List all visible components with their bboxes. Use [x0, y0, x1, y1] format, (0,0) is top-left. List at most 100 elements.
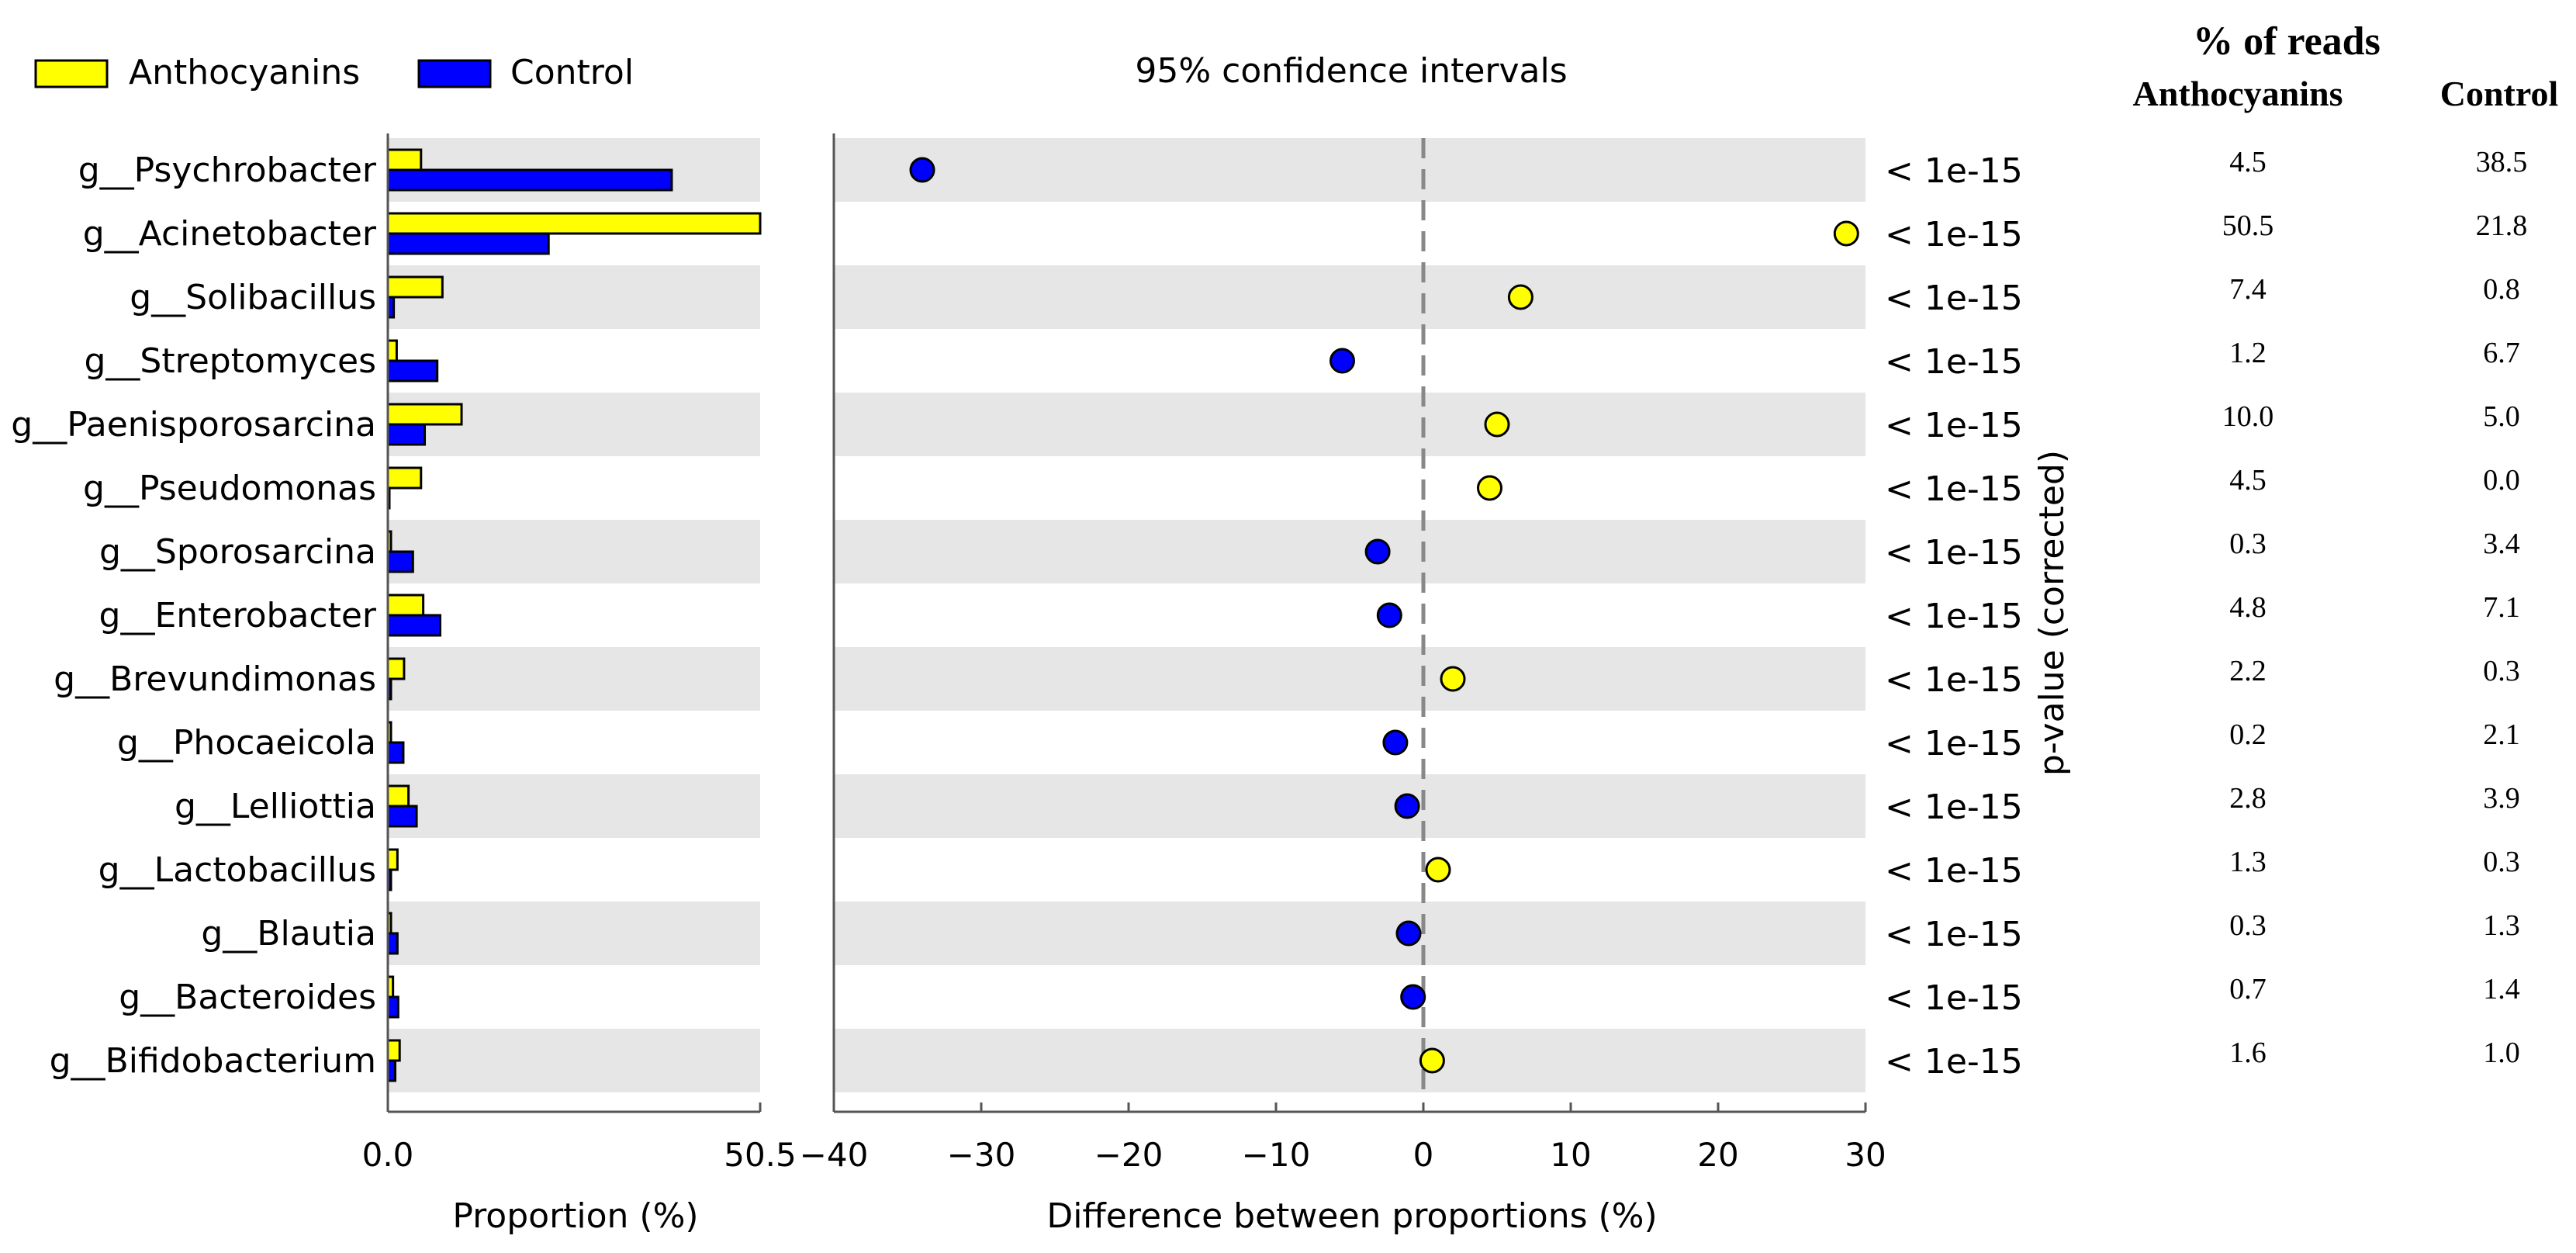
legend-swatch-anthocyanins — [34, 59, 109, 88]
genus-label: g__Lactobacillus — [99, 850, 376, 890]
reads-value-control: 3.4 — [2483, 528, 2520, 560]
reads-value-anthocyanins: 2.2 — [2229, 655, 2267, 687]
bar-anthocyanins — [386, 275, 444, 299]
axes: 0.0 50.5 −40 −30 −20 −10 0 10 20 30 — [362, 133, 1886, 1174]
difference-tick-label: −30 — [947, 1136, 1016, 1174]
p-value-label: < 1e-15 — [1885, 469, 2023, 509]
bar-control — [386, 550, 414, 573]
genus-label: g__Streptomyces — [85, 341, 377, 381]
genus-label: g__Solibacillus — [130, 278, 376, 317]
reads-value-control: 1.0 — [2483, 1037, 2520, 1069]
bar-control — [386, 168, 673, 192]
difference-tick-label: 20 — [1697, 1136, 1738, 1174]
p-value-label: < 1e-15 — [1885, 1042, 2023, 1082]
reads-table-title: % of reads — [2193, 19, 2381, 64]
difference-point — [1400, 984, 1426, 1010]
bar-anthocyanins — [386, 403, 463, 426]
difference-point — [1440, 666, 1466, 692]
bar-control — [386, 359, 439, 382]
reads-value-anthocyanins: 4.8 — [2229, 591, 2267, 624]
proportion-axis-label: Proportion (%) — [452, 1196, 698, 1236]
difference-tick-label: −20 — [1094, 1136, 1164, 1174]
row-band-difference — [834, 393, 1865, 456]
genus-label: g__Acinetobacter — [83, 214, 377, 254]
p-value-label: < 1e-15 — [1885, 724, 2023, 763]
genus-label: g__Enterobacter — [99, 596, 377, 635]
bar-control — [386, 805, 418, 828]
bar-anthocyanins — [386, 148, 423, 171]
row-band-difference — [834, 138, 1865, 202]
genus-label: g__Blautia — [201, 914, 376, 954]
p-value-label: < 1e-15 — [1885, 342, 2023, 382]
legend-swatch-control — [417, 59, 492, 88]
legend-label-control: Control — [510, 53, 634, 92]
reads-value-control: 3.9 — [2483, 782, 2520, 815]
reads-value-control: 1.4 — [2483, 973, 2520, 1006]
bar-anthocyanins — [386, 848, 399, 871]
genus-label: g__Bifidobacterium — [50, 1041, 376, 1081]
difference-point — [1394, 793, 1420, 819]
p-value-label: < 1e-15 — [1885, 215, 2023, 254]
reads-value-control: 5.0 — [2483, 400, 2520, 433]
difference-tick-label: 0 — [1413, 1136, 1434, 1174]
bar-anthocyanins — [386, 339, 398, 362]
reads-value-control: 21.8 — [2476, 209, 2528, 242]
reads-value-control: 0.3 — [2483, 655, 2520, 687]
reads-value-anthocyanins: 2.8 — [2229, 782, 2267, 815]
row-band-difference — [834, 902, 1865, 965]
reads-value-anthocyanins: 0.3 — [2229, 528, 2267, 560]
p-value-label: < 1e-15 — [1885, 978, 2023, 1018]
p-value-label: < 1e-15 — [1885, 406, 2023, 445]
row-band-proportion — [388, 774, 760, 838]
difference-point — [1477, 475, 1502, 501]
reads-value-anthocyanins: 4.5 — [2229, 464, 2267, 497]
row-band-proportion — [388, 902, 760, 965]
p-value-label: < 1e-15 — [1885, 279, 2023, 318]
reads-value-control: 0.3 — [2483, 846, 2520, 878]
reads-value-anthocyanins: 1.6 — [2229, 1037, 2267, 1069]
bar-anthocyanins — [386, 657, 406, 680]
p-value-label: < 1e-15 — [1885, 533, 2023, 573]
reads-value-anthocyanins: 1.3 — [2229, 846, 2267, 878]
proportion-tick-label: 0.0 — [362, 1136, 414, 1174]
reads-value-anthocyanins: 7.4 — [2229, 273, 2267, 306]
difference-point — [1382, 729, 1409, 756]
bar-control — [386, 423, 427, 446]
difference-points — [909, 157, 1859, 1074]
difference-tick-label: −10 — [1242, 1136, 1311, 1174]
difference-point — [1376, 602, 1402, 628]
proportion-tick-label: 50.5 — [724, 1136, 797, 1174]
row-bands — [388, 138, 1865, 1092]
difference-point — [1364, 538, 1391, 565]
reads-value-control: 2.1 — [2483, 718, 2520, 751]
p-value-label: < 1e-15 — [1885, 597, 2023, 636]
row-band-difference — [834, 774, 1865, 838]
bar-control — [386, 932, 399, 955]
legend-label-anthocyanins: Anthocyanins — [129, 53, 360, 92]
genus-label: g__Sporosarcina — [99, 532, 376, 572]
genus-labels: g__Psychrobacter g__Acinetobacter g__Solib… — [11, 151, 377, 1081]
genus-label: g__Pseudomonas — [83, 469, 376, 508]
bar-anthocyanins — [386, 466, 423, 490]
difference-point — [1329, 348, 1355, 374]
difference-tick-label: 30 — [1845, 1136, 1886, 1174]
difference-point — [1419, 1047, 1445, 1074]
proportion-bars — [386, 148, 762, 1082]
difference-point — [1425, 857, 1451, 883]
row-band-difference — [834, 520, 1865, 583]
reads-value-control: 7.1 — [2483, 591, 2520, 624]
difference-point — [1395, 920, 1422, 947]
reads-value-control: 38.5 — [2476, 146, 2528, 178]
genus-label: g__Phocaeicola — [117, 723, 376, 763]
reads-values: 4.5 38.5 50.5 21.8 7.4 0.8 1.2 6.7 10.0 5.0 4.5 0.0… — [2222, 146, 2528, 1069]
row-band-difference — [834, 1029, 1865, 1092]
genus-label: g__Brevundimonas — [54, 659, 376, 699]
row-band-difference — [834, 647, 1865, 711]
reads-value-anthocyanins: 0.7 — [2229, 973, 2267, 1006]
genus-label: g__Psychrobacter — [78, 151, 377, 190]
reads-value-anthocyanins: 4.5 — [2229, 146, 2267, 178]
reads-value-anthocyanins: 1.2 — [2229, 337, 2267, 369]
genus-label: g__Bacteroides — [119, 978, 376, 1017]
difference-point — [1833, 220, 1859, 247]
